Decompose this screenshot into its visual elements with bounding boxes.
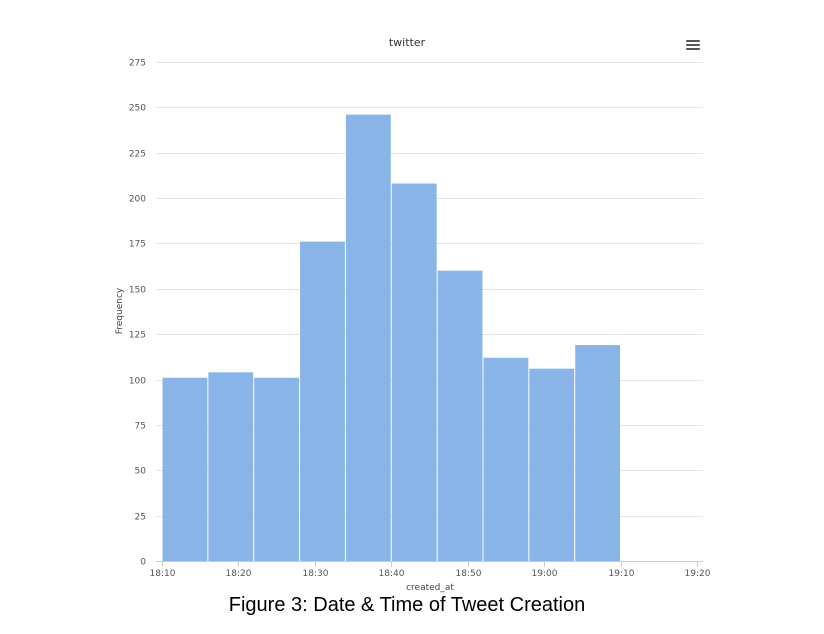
y-tick-labels: 0 25 50 75 100 125 150 175 200 225 250 275 [129,59,146,568]
histogram-bar[interactable] [254,377,300,561]
x-axis [156,561,703,567]
histogram-bar[interactable] [483,357,529,561]
histogram-bar[interactable] [529,368,575,561]
histogram-bar[interactable] [300,241,345,561]
y-axis-title: Frequency [115,287,125,334]
histogram-bar[interactable] [437,270,483,561]
histogram-bar[interactable] [208,372,254,561]
hamburger-menu-icon [684,40,702,50]
histogram-bar[interactable] [391,183,437,562]
x-tick-label: 18:50 [456,569,482,579]
y-tick-label: 100 [129,377,146,387]
y-tick-label: 250 [129,104,146,114]
y-tick-label: 175 [129,240,146,250]
histogram-bar[interactable] [575,345,621,561]
y-tick-label: 25 [135,513,146,523]
x-tick-label: 18:40 [379,569,405,579]
y-tick-label: 50 [135,467,147,477]
figure-caption: Figure 3: Date & Time of Tweet Creation [228,594,586,616]
histogram-bar[interactable] [162,377,208,561]
x-tick-label: 18:10 [150,569,176,579]
x-tick-label: 19:00 [532,569,558,579]
x-tick-label: 18:20 [226,569,252,579]
chart-title: twitter [389,36,426,49]
y-tick-label: 125 [129,331,146,341]
bars [162,114,621,562]
y-tick-label: 75 [135,422,146,432]
histogram-bar[interactable] [345,114,391,561]
y-tick-label: 0 [140,558,146,568]
x-tick-label: 19:20 [685,569,711,579]
y-tick-label: 275 [129,59,146,69]
y-tick-label: 200 [129,195,146,205]
y-tick-label: 225 [129,150,146,160]
x-tick-labels: 18:10 18:20 18:30 18:40 18:50 19:00 19:10 19:20 [150,569,711,579]
chart-menu-button[interactable] [684,38,702,54]
y-tick-label: 150 [129,286,146,296]
x-tick-label: 19:10 [609,569,635,579]
x-axis-title: created_at [406,583,454,593]
x-tick-label: 18:30 [303,569,329,579]
